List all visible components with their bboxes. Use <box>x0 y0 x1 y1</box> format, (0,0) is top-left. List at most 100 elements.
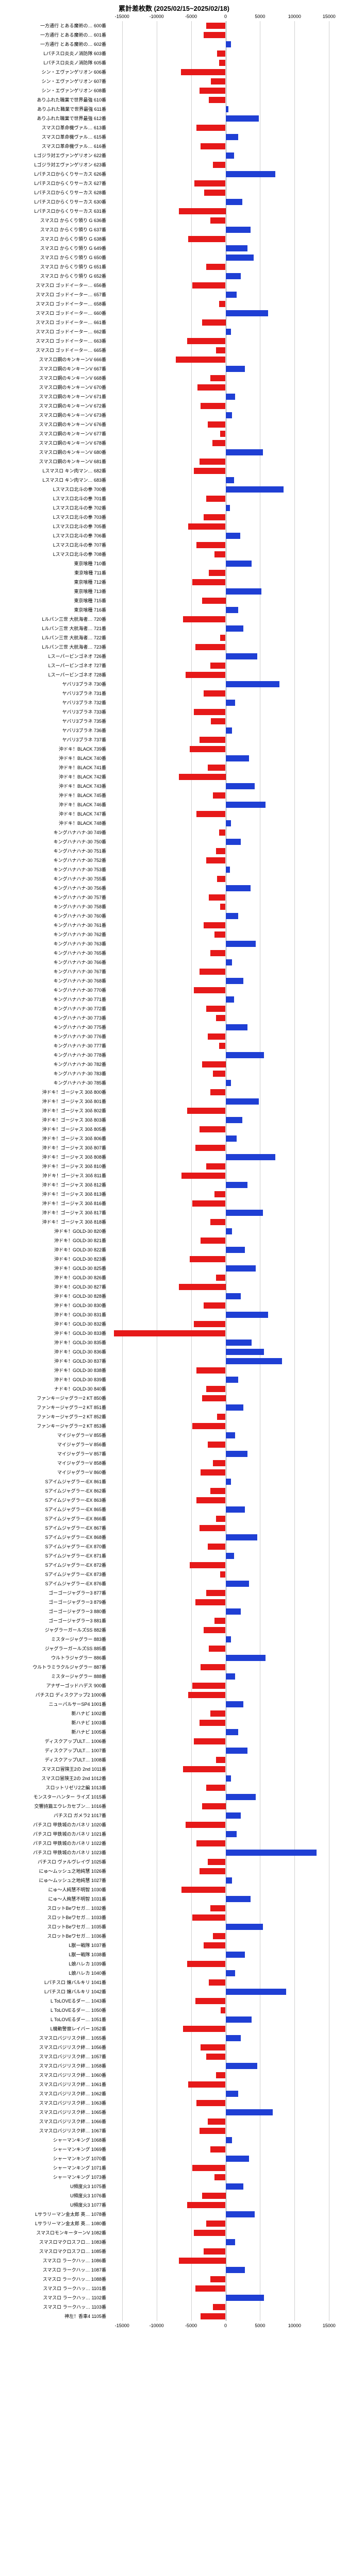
bar <box>209 570 225 576</box>
row-label: スマスロバジリスク絆… 1066番 <box>0 2117 108 2126</box>
bar-row: Sアイムジャグラー-EX 861番 <box>0 1477 348 1486</box>
bar-row: ディスクアップULT… 1008番 <box>0 1755 348 1765</box>
bar-row: Lスマスロ北斗の拳 703番 <box>0 513 348 522</box>
bar-row: キングハナハナ-30 752番 <box>0 856 348 865</box>
bar-row: キングハナハナ-30 771番 <box>0 995 348 1004</box>
bar <box>181 1887 226 1893</box>
bar-row: パチスロ 甲鉄城のカバネリ 1022番 <box>0 1839 348 1848</box>
bar-row: スマスロ ラークハッ… 1088番 <box>0 2275 348 2284</box>
row-label: Lパチスロ 嬢バルキリ 1042番 <box>0 1987 108 1996</box>
row-label: 沖ドキ！GOLD-30 820番 <box>0 1227 108 1236</box>
row-label: スマスロ鋼のキンキーンV 671番 <box>0 392 108 401</box>
bar-row: スロットBeワセガ… 1035番 <box>0 1922 348 1931</box>
row-label: パチスロ ヴァルヴレイヴ 1025番 <box>0 1857 108 1867</box>
chart-container: 累計差枚数 (2025/02/15~2025/02/18) -15000-100… <box>0 0 348 2330</box>
bar-row: シャーマンキング 1071番 <box>0 2163 348 2173</box>
row-label: Lパチスロ炎炎ノ消防隊 603番 <box>0 49 108 58</box>
bar-row: Lスマスロ キン肉マン… 682番 <box>0 466 348 476</box>
bar <box>188 1692 225 1698</box>
row-label: L娘ハレカ 1039番 <box>0 1959 108 1969</box>
bar <box>226 1952 245 1958</box>
row-label: 沖ドキ！ゴージャス 30δ 816番 <box>0 1199 108 1208</box>
bar-row: 沖ドキ！GOLD-30 830番 <box>0 1301 348 1310</box>
row-label: ジャグラーガールズSS 885番 <box>0 1644 108 1653</box>
row-label: スマスロ ゴッドイーター… 661番 <box>0 318 108 327</box>
row-label: キングハナハナ-30 750番 <box>0 837 108 846</box>
bar <box>196 1840 225 1846</box>
bar <box>226 2239 236 2245</box>
bar-row: 沖ドキ！ゴージャス 30δ 803番 <box>0 1115 348 1125</box>
bar-row: 沖ドキ！GOLD-30 836番 <box>0 1347 348 1357</box>
bar-row: スマスロ ゴッドイーター… 660番 <box>0 309 348 318</box>
bar <box>226 1451 248 1457</box>
bar-row: スマスロ ラークハッ… 1101番 <box>0 2284 348 2293</box>
bar <box>226 1877 232 1884</box>
bar-row: Lゴジラ対エヴァンゲリオン 622番 <box>0 151 348 160</box>
bar-row: スマスロ ラークハッ… 1103番 <box>0 2302 348 2312</box>
bar-row: スマスロバジリスク絆… 1057番 <box>0 2052 348 2061</box>
row-label: 一方通行 とある魔術の… 600番 <box>0 21 108 30</box>
row-label: Lスマスロ北斗の拳 702番 <box>0 503 108 513</box>
bar <box>226 1052 264 1058</box>
bar <box>226 996 234 1003</box>
bar-row: マイジャグラーV 856番 <box>0 1440 348 1449</box>
bar-row: 沖ドキ！BLACK 743番 <box>0 782 348 791</box>
bar-row: Lルパン三世 大航海者… 720番 <box>0 615 348 624</box>
bar <box>219 829 225 836</box>
row-label: 沖ドキ！GOLD-30 822番 <box>0 1245 108 1255</box>
row-label: パチスロ 甲鉄城のカバネリ 1021番 <box>0 1829 108 1839</box>
bar <box>226 1553 234 1559</box>
row-label: パチスロ 甲鉄城のカバネリ 1023番 <box>0 1848 108 1857</box>
row-label: キングハナハナ-30 785番 <box>0 1078 108 1088</box>
bar <box>210 2146 225 2153</box>
row-label: キングハナハナ-30 782番 <box>0 1060 108 1069</box>
row-label: ウルトラジャグラー 886番 <box>0 1653 108 1663</box>
bar-row: スマスロバジリスク絆… 1056番 <box>0 2043 348 2052</box>
bar-row: L獣一戦隊 1037番 <box>0 1941 348 1950</box>
row-label: 沖ドキ！ゴージャス 30δ 807番 <box>0 1143 108 1153</box>
row-label: ヤバリ3ブラネ 735番 <box>0 717 108 726</box>
bar-row: スマスロマクロスフロ… 1083番 <box>0 2238 348 2247</box>
bar <box>196 1497 225 1503</box>
bar-row: 沖ドキ！GOLD-30 837番 <box>0 1357 348 1366</box>
bar-row: Lルパン三世 大航海者… 722番 <box>0 633 348 642</box>
bar <box>206 1006 225 1012</box>
bar-row: Sアイムジャグラー-EX 862番 <box>0 1486 348 1496</box>
bar <box>216 1516 226 1522</box>
bar-row: Lスマスロ北斗の拳 702番 <box>0 503 348 513</box>
bar-row: ファンキージャグラー2 KT 852番 <box>0 1412 348 1421</box>
bar <box>196 1367 225 1374</box>
row-label: ありふれた職業で世界最強 610番 <box>0 95 108 105</box>
row-label: キングハナハナ-30 776番 <box>0 1032 108 1041</box>
row-label: Lサラリーマン金太郎 英… 1078番 <box>0 2210 108 2219</box>
bar <box>204 690 226 697</box>
row-label: スマスロ からくり領り G 637番 <box>0 225 108 234</box>
bar-row: Sアイムジャグラー-EX 873番 <box>0 1570 348 1579</box>
bar-row: シャーマンキング 1068番 <box>0 2136 348 2145</box>
bar <box>214 1191 225 1197</box>
row-label: スマスロ冒険王2の 2nd 1012番 <box>0 1774 108 1783</box>
bar-row: スマスロ冒険王2の 2nd 1011番 <box>0 1765 348 1774</box>
bar-row: スマスロ ラークハッ… 1086番 <box>0 2256 348 2265</box>
row-label: にゅ〜ムッシュ之地純慧 1027番 <box>0 1876 108 1885</box>
bar <box>202 2193 226 2199</box>
row-label: スマスロ ゴッドイーター… 660番 <box>0 309 108 318</box>
bar-row: キングハナハナ-30 768番 <box>0 976 348 986</box>
bar-row: 沖ドキ！BLACK 741番 <box>0 763 348 772</box>
bar <box>206 857 225 863</box>
row-label: 沖ドキ！ゴージャス 30δ 802番 <box>0 1106 108 1115</box>
x-axis-bottom: -15000-10000-5000050001000015000 <box>108 2321 343 2330</box>
bar <box>226 2016 252 2023</box>
row-label: 新ハナビ 1002番 <box>0 1709 108 1718</box>
row-label: キングハナハナ-30 767番 <box>0 967 108 976</box>
row-label: Lパチスロからくりサーカス 628番 <box>0 188 108 197</box>
bar-row: スマスロ鋼のキンキーンV 672番 <box>0 401 348 411</box>
bar <box>201 2044 225 2050</box>
row-label: スマスロ革命機ヴァル… 615番 <box>0 132 108 142</box>
bar-row: スマスロバジリスク絆… 1058番 <box>0 2061 348 2071</box>
bar-row: Sアイムジャグラー-EX 870番 <box>0 1542 348 1551</box>
bar-row: スマスロ からくり領り G 637番 <box>0 225 348 234</box>
bar <box>226 1673 236 1680</box>
row-label: 沖ドキ！BLACK 741番 <box>0 763 108 772</box>
bar-row: ジャグラーガールズSS 882番 <box>0 1625 348 1635</box>
